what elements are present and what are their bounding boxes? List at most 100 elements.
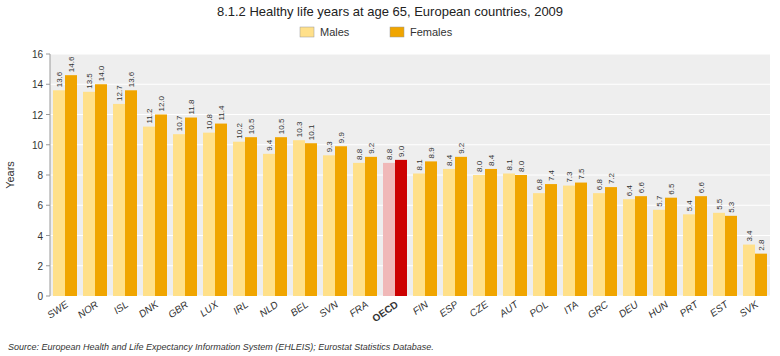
y-tick (46, 235, 50, 236)
data-label: 10.1 (307, 124, 316, 140)
y-tick-label: 2 (37, 261, 43, 272)
bar (725, 216, 737, 296)
bar (743, 245, 755, 296)
data-label: 13.5 (85, 73, 94, 89)
bar (503, 173, 515, 296)
data-label: 7.3 (565, 171, 574, 183)
x-tick-label: HUN (646, 298, 671, 320)
legend-swatch (300, 27, 314, 37)
y-tick (46, 296, 50, 297)
data-label: 8.9 (427, 147, 436, 159)
bar (395, 160, 407, 296)
data-label: 9.2 (367, 142, 376, 154)
x-tick-label: CZE (467, 298, 490, 319)
bar (83, 92, 95, 296)
bar (413, 173, 425, 296)
data-label: 6.8 (535, 178, 544, 190)
y-tick (46, 265, 50, 266)
bar (635, 196, 647, 296)
bar (473, 175, 485, 296)
x-tick-label: PRT (678, 298, 701, 319)
data-label: 6.8 (595, 178, 604, 190)
data-label: 5.3 (727, 201, 736, 213)
data-label: 9.2 (457, 142, 466, 154)
bar (713, 213, 725, 296)
bar (383, 163, 395, 296)
bar (593, 193, 605, 296)
x-axis: SWENORISLDNKGBRLUXIRLNLDBELSVNFRAOECDFIN… (45, 298, 761, 324)
bar (143, 127, 155, 296)
data-label: 7.5 (577, 168, 586, 180)
legend-label: Males (320, 26, 350, 38)
y-tick-label: 12 (32, 110, 44, 121)
bar (545, 184, 557, 296)
bar (755, 254, 767, 296)
bar (335, 146, 347, 296)
data-label: 9.0 (397, 145, 406, 157)
x-tick-label: NOR (76, 299, 101, 321)
bar (533, 193, 545, 296)
data-label: 13.6 (127, 71, 136, 87)
bar (185, 118, 197, 296)
y-tick (46, 175, 50, 176)
data-label: 9.4 (265, 139, 274, 151)
data-label: 12.0 (157, 95, 166, 111)
data-label: 3.4 (745, 230, 754, 242)
data-label: 7.4 (547, 169, 556, 181)
x-tick-label: ISL (112, 299, 131, 317)
bar (365, 157, 377, 296)
data-label: 11.2 (145, 108, 154, 124)
x-tick-label: EST (708, 298, 731, 319)
y-tick-label: 8 (37, 170, 43, 181)
data-label: 10.8 (205, 114, 214, 130)
bar (263, 154, 275, 296)
y-tick-label: 16 (32, 49, 44, 60)
legend: MalesFemales (300, 26, 453, 38)
x-tick-label: POL (527, 299, 550, 319)
chart: 8.1.2 Healthy life years at age 65, Euro… (0, 0, 780, 356)
x-tick-label: LUX (198, 298, 221, 318)
data-label: 14.6 (67, 56, 76, 72)
data-labels: 13.613.512.711.210.710.810.29.410.39.38.… (55, 56, 766, 251)
bar (485, 169, 497, 296)
data-label: 8.4 (445, 154, 454, 166)
bars (53, 75, 767, 296)
x-tick-label: SVK (737, 298, 761, 319)
x-tick-label: FIN (411, 298, 431, 317)
bar (443, 169, 455, 296)
data-label: 12.7 (115, 85, 124, 101)
y-tick-label: 0 (37, 291, 43, 302)
plot-background (50, 54, 770, 296)
bar (695, 196, 707, 296)
source: Source: European Health and Life Expecta… (8, 342, 434, 352)
x-tick-label: OECD (370, 299, 400, 325)
legend-swatch (390, 27, 404, 37)
data-label: 6.5 (667, 183, 676, 195)
data-label: 5.7 (655, 195, 664, 207)
data-label: 8.0 (475, 160, 484, 172)
bar (173, 134, 185, 296)
data-label: 10.2 (235, 123, 244, 139)
data-label: 10.3 (295, 121, 304, 137)
data-label: 6.4 (625, 185, 634, 197)
bar (95, 84, 107, 296)
bar (125, 90, 137, 296)
data-label: 6.6 (697, 182, 706, 194)
bar (233, 142, 245, 296)
data-label: 11.4 (217, 105, 226, 121)
data-label: 10.7 (175, 115, 184, 131)
bar (563, 186, 575, 296)
y-tick-label: 14 (32, 79, 44, 90)
bar (275, 137, 287, 296)
data-label: 6.6 (637, 182, 646, 194)
x-tick-label: AUT (497, 298, 521, 320)
bar (455, 157, 467, 296)
bar (53, 90, 65, 296)
bar (653, 210, 665, 296)
bar (203, 133, 215, 296)
data-label: 10.5 (277, 118, 286, 134)
data-label: 8.0 (517, 160, 526, 172)
y-tick (46, 205, 50, 206)
data-label: 5.5 (715, 198, 724, 210)
y-tick (46, 54, 50, 55)
